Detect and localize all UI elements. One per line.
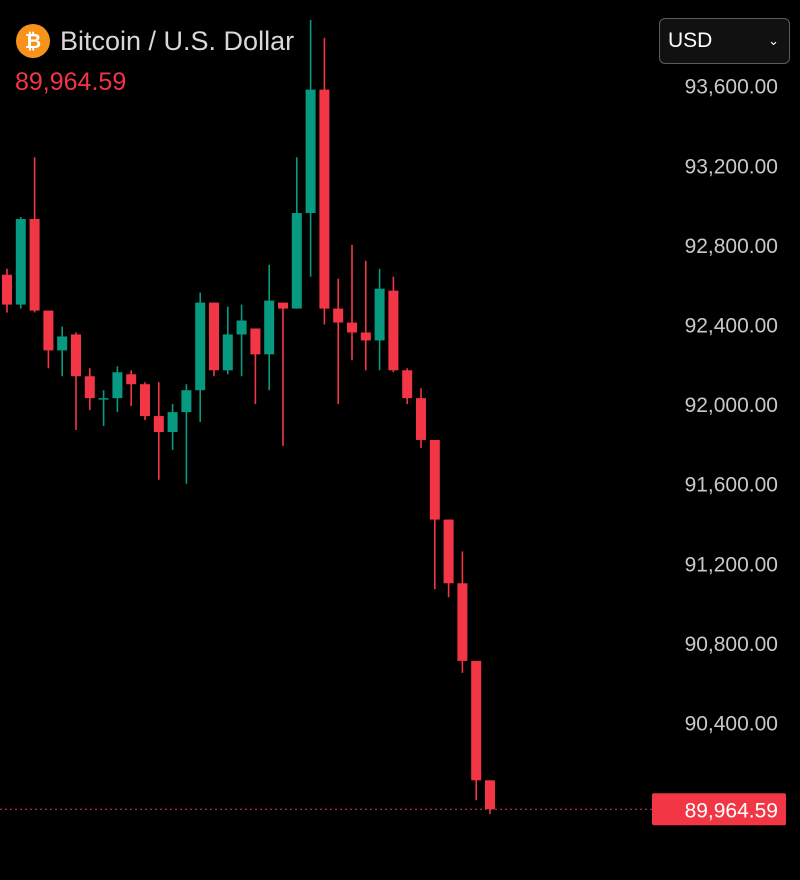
candle-body	[15, 219, 26, 305]
current-price: 89,964.59	[15, 68, 127, 96]
candle-body	[222, 334, 233, 371]
candle-body	[181, 390, 192, 413]
y-axis: 90,000.0090,400.0090,800.0091,200.0091,6…	[685, 76, 778, 816]
candle-body	[388, 290, 399, 371]
last-price-label-bg	[652, 793, 786, 826]
candle-body	[84, 376, 95, 399]
currency-select-value: USD	[668, 29, 713, 52]
candle-body	[305, 89, 316, 214]
candle-body	[374, 288, 385, 341]
candle-body	[457, 583, 468, 661]
y-tick-label: 92,000.00	[685, 394, 778, 417]
y-tick-label: 91,200.00	[685, 553, 778, 576]
candle-body	[140, 384, 150, 417]
candle-body	[402, 370, 413, 399]
candle-body	[485, 780, 495, 810]
candle-body	[360, 332, 371, 341]
y-tick-label: 93,200.00	[685, 155, 778, 178]
candle-body	[43, 310, 54, 351]
y-tick-label: 92,800.00	[685, 235, 778, 258]
chart-header: ₿ Bitcoin / U.S. Dollar	[16, 24, 294, 58]
chevron-down-icon: ⌄	[768, 33, 779, 48]
candle-body	[278, 302, 288, 309]
last-price-label: 89,964.59	[685, 799, 778, 822]
candle-body	[347, 322, 357, 333]
candle-body	[71, 334, 81, 377]
candle-body	[429, 439, 440, 520]
candle-body	[250, 328, 261, 355]
y-tick-label: 92,400.00	[685, 315, 778, 338]
candle-body	[57, 336, 68, 351]
candle-body	[264, 300, 275, 355]
candle-body	[98, 398, 109, 400]
candle-body	[153, 416, 164, 432]
candle-body	[2, 274, 12, 305]
candle-body	[319, 89, 330, 309]
candle-body	[112, 372, 123, 399]
y-tick-label: 91,600.00	[685, 474, 778, 497]
candle-body	[236, 320, 247, 335]
candle-body	[126, 374, 137, 385]
candle-body	[416, 398, 426, 440]
y-tick-label: 90,400.00	[685, 713, 778, 736]
candle-body	[29, 219, 40, 311]
last-price-marker: 89,964.59	[0, 793, 786, 826]
candle-body	[195, 302, 206, 391]
candle-body	[471, 660, 482, 781]
candle-body	[209, 302, 219, 371]
currency-select[interactable]: USD ⌄	[659, 18, 790, 64]
y-tick-label: 93,600.00	[685, 76, 778, 99]
y-tick-label: 90,800.00	[685, 633, 778, 656]
candle-body	[333, 308, 344, 323]
symbol-title: Bitcoin / U.S. Dollar	[60, 25, 295, 56]
candle-body	[167, 412, 178, 432]
bitcoin-icon: ₿	[16, 24, 50, 58]
candles-group	[2, 19, 495, 815]
candle-body	[443, 519, 454, 584]
candle-body	[291, 213, 302, 309]
